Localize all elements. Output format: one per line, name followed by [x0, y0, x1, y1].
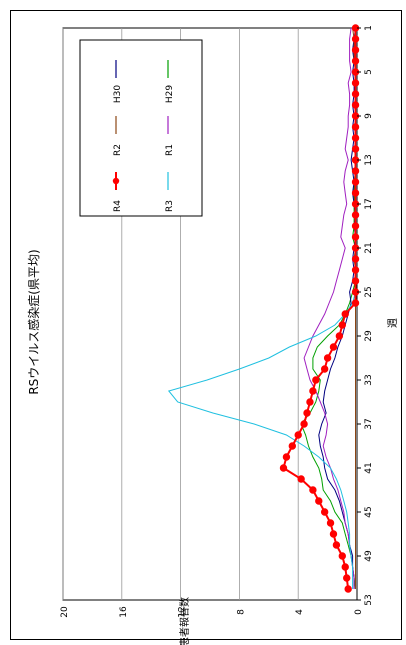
x-tick-label: 25: [364, 286, 374, 297]
series-line-R4: [282, 28, 357, 590]
legend-label-H29: H29: [165, 85, 175, 103]
series-point-R4: [351, 134, 360, 142]
x-tick-label: 45: [364, 506, 374, 517]
series-point-R4: [300, 420, 308, 428]
series-point-R4: [344, 585, 352, 593]
x-tick-label: 37: [364, 418, 374, 429]
legend-label-R4: R4: [113, 200, 123, 212]
series-point-R4: [351, 211, 360, 219]
legend-label-R2: R2: [113, 144, 123, 156]
series-point-R4: [315, 497, 323, 505]
series-point-R4: [351, 266, 360, 274]
series-point-R4: [335, 332, 344, 340]
x-tick-label: 41: [364, 462, 374, 473]
x-tick-label: 21: [364, 242, 374, 253]
series-point-R4: [351, 35, 360, 43]
series-point-R4: [282, 453, 291, 461]
legend-label-H30: H30: [113, 85, 123, 103]
series-point-R4: [351, 101, 360, 109]
series-point-R4: [351, 145, 360, 153]
series-layer: [167, 24, 360, 593]
legend-marker-R4: [112, 177, 120, 185]
series-point-R4: [351, 178, 360, 186]
series-point-R4: [351, 167, 360, 175]
series-point-R4: [309, 387, 317, 395]
series-point-R4: [306, 398, 314, 406]
legend-label-R1: R1: [165, 144, 175, 156]
y-tick-label: 0: [354, 609, 364, 615]
series-point-R4: [351, 233, 360, 241]
series-point-R4: [297, 475, 305, 483]
series-point-R4: [329, 530, 338, 538]
legend-box: [79, 39, 203, 217]
series-point-R4: [303, 409, 311, 417]
series-point-R4: [294, 431, 302, 439]
axes: 0 4 8 12 16 20 1 5 9 13 17 21 25 29 33 37 41 45 49 53: [60, 25, 374, 618]
x-tick-label: 33: [364, 374, 374, 385]
x-tick-label: 5: [364, 69, 374, 75]
series-point-R4: [320, 508, 329, 516]
y-tick-label: 20: [60, 606, 70, 618]
x-tick-label: 1: [364, 25, 374, 31]
series-point-R4: [312, 376, 320, 384]
series-point-R4: [351, 299, 360, 307]
series-point-R4: [351, 277, 360, 285]
series-point-R4: [338, 552, 346, 560]
legend: H29 H30 R1 R2 R3 R4: [79, 39, 203, 217]
x-tick-label: 17: [364, 198, 374, 209]
series-point-R4: [341, 563, 349, 571]
series-point-R4: [351, 123, 360, 131]
series-point-R4: [323, 354, 332, 362]
series-point-R4: [351, 222, 360, 230]
x-tick-label: 29: [364, 330, 374, 342]
y-tick-label: 8: [236, 609, 246, 615]
series-point-R4: [329, 343, 338, 351]
series-point-R4: [326, 519, 335, 527]
series-point-R4: [351, 57, 360, 65]
series-point-R4: [343, 574, 351, 582]
series-point-R4: [332, 541, 341, 549]
chart-title: RSウイルス感染症(県平均): [26, 249, 41, 394]
series-point-R4: [351, 255, 360, 263]
y-tick-label: 12: [178, 606, 188, 617]
series-point-R4: [351, 79, 360, 87]
series-line-R1: [303, 27, 355, 589]
x-tick-label: 53: [364, 594, 374, 605]
y-tick-label: 4: [295, 609, 305, 615]
series-point-R4: [279, 464, 288, 472]
series-point-R4: [309, 486, 317, 494]
x-tick-label: 49: [364, 550, 374, 562]
series-point-R4: [341, 310, 349, 318]
series-point-R4: [288, 442, 297, 450]
x-axis-label: 週: [387, 318, 399, 328]
series-point-R4: [320, 365, 329, 373]
series-point-R4: [351, 46, 360, 54]
series-point-R4: [338, 321, 346, 329]
x-tick-label: 9: [364, 113, 374, 119]
y-axis-label: 患者報告数: [178, 597, 191, 645]
series-point-R4: [351, 90, 360, 98]
legend-label-R3: R3: [165, 200, 175, 212]
y-tick-label: 16: [119, 606, 129, 618]
series-point-R4: [351, 189, 360, 197]
x-tick-label: 13: [364, 154, 374, 165]
chart-frame: [10, 10, 402, 640]
